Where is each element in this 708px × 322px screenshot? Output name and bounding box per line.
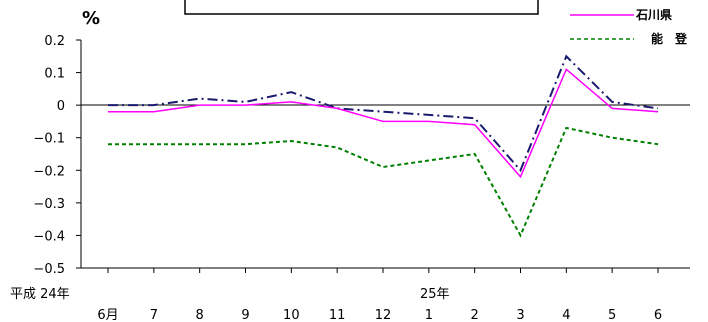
x-tick-label: 1 xyxy=(425,308,433,322)
legend: 石川県 能 登 xyxy=(570,8,688,46)
y-ticks: 0.2 0.1 0 −0.1 −0.2 −0.3 −0.4 −0.5 xyxy=(33,34,81,277)
year2-label: 25年 xyxy=(420,287,450,302)
x-tick-label: 8 xyxy=(196,308,204,322)
y-tick-label: 0 xyxy=(57,99,65,114)
x-tick-label: 12 xyxy=(375,308,392,322)
x-tick-label: 10 xyxy=(283,308,300,322)
series-line-noto xyxy=(108,126,659,238)
x-tick-label: 6 xyxy=(654,308,662,322)
y-tick-label: −0.2 xyxy=(33,164,65,179)
legend-label-noto: 能 登 xyxy=(651,31,688,46)
y-tick-label: −0.1 xyxy=(33,132,65,147)
x-tick-label: 5 xyxy=(608,308,616,322)
era-label: 平成 24年 xyxy=(10,287,70,302)
y-tick-label: −0.4 xyxy=(33,229,65,244)
legend-label-ishikawa: 石川県 xyxy=(635,8,672,22)
y-tick-label: 0.1 xyxy=(44,67,65,82)
x-tick-label: 2 xyxy=(471,308,479,322)
x-tick-label: 6月 xyxy=(97,308,118,322)
y-tick-label: −0.3 xyxy=(33,197,65,212)
x-tick-label: 9 xyxy=(241,308,249,322)
x-tick-label: 4 xyxy=(562,308,570,322)
series-line-unlabeled xyxy=(108,54,659,173)
y-tick-label: −0.5 xyxy=(33,262,65,277)
x-tick-label: 3 xyxy=(516,308,524,322)
series-line-ishikawa xyxy=(108,68,659,179)
x-ticks: 6月 7 8 9 10 11 12 1 2 3 4 5 6 xyxy=(97,268,662,322)
title-frame xyxy=(184,0,539,15)
y-tick-label: 0.2 xyxy=(44,34,65,49)
x-tick-label: 11 xyxy=(329,308,346,322)
series-lines xyxy=(108,54,659,238)
x-tick-label: 7 xyxy=(150,308,158,322)
y-unit-label: % xyxy=(82,8,100,29)
